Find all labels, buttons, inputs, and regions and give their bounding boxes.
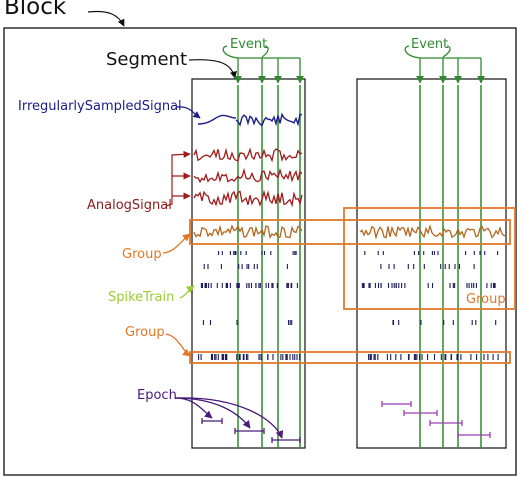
analog-signal-trace-2 xyxy=(193,167,303,184)
analog-signal-trace-1 xyxy=(193,147,303,163)
irregular-signal-trace xyxy=(235,112,303,127)
group-arrow-bottom xyxy=(165,333,191,357)
analog-signal-trace-3 xyxy=(193,189,303,208)
event-label-left: Event xyxy=(230,37,268,52)
group-label-bottom: Group xyxy=(125,325,165,340)
segment-label: Segment xyxy=(106,49,187,70)
segment-frame-right xyxy=(356,78,507,449)
segment-frame-left xyxy=(191,78,306,449)
irregular-signal-lead xyxy=(197,114,237,125)
spiketrain-label: SpikeTrain xyxy=(108,290,175,305)
group-box-spike-row xyxy=(189,351,511,364)
event-brace-left xyxy=(222,45,304,84)
irregular-signal-label: IrregularlySampledSignal xyxy=(18,99,182,114)
group-signal-trace-left xyxy=(193,224,303,239)
event-lines-right xyxy=(419,85,482,448)
group-box-signal-row xyxy=(189,219,511,245)
group-label-right: Group xyxy=(466,292,506,307)
event-label-right: Event xyxy=(411,37,449,52)
block-frame xyxy=(3,27,517,476)
epoch-arrows xyxy=(174,397,284,439)
group-box-right xyxy=(343,207,516,310)
block-arrow xyxy=(87,10,125,27)
analog-signal-arrows xyxy=(165,150,191,207)
block-label: Block xyxy=(4,0,67,20)
irregular-signal-arrow xyxy=(175,106,201,119)
epoch-intervals xyxy=(201,401,491,443)
event-lines-left xyxy=(237,85,301,448)
analog-signal-label: AnalogSignal xyxy=(87,198,172,213)
epoch-label: Epoch xyxy=(137,388,177,403)
event-brace-right xyxy=(404,45,485,84)
group-signal-trace-right xyxy=(359,223,507,240)
segment-arrow xyxy=(188,59,237,79)
spiketrain-arrow xyxy=(179,285,195,299)
spike-trains xyxy=(198,251,499,360)
group-arrow-top xyxy=(162,233,191,254)
group-label-top: Group xyxy=(122,247,162,262)
